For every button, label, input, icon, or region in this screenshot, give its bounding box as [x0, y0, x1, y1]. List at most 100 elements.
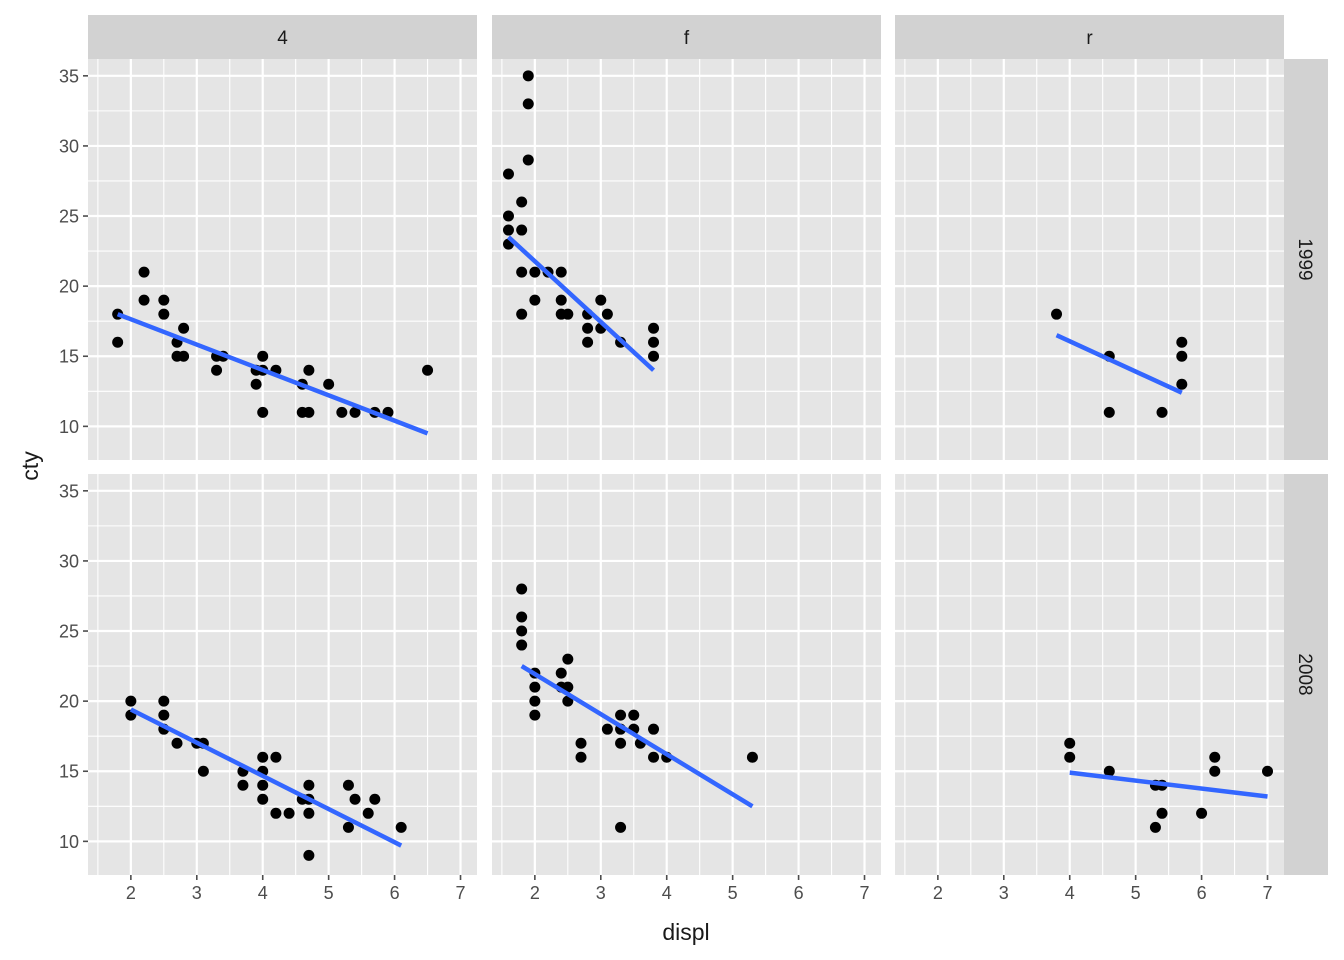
- x-tick-label: 7: [456, 883, 466, 903]
- data-point: [1051, 308, 1063, 320]
- data-point: [138, 266, 150, 278]
- data-point: [395, 821, 407, 833]
- strip-col-label: f: [684, 28, 690, 49]
- data-point: [529, 266, 541, 278]
- y-tick-label: 30: [59, 551, 79, 571]
- data-point: [422, 364, 434, 376]
- strip-col-label: r: [1086, 28, 1093, 49]
- strip-col-background: [88, 15, 477, 59]
- panel-background: [88, 474, 477, 875]
- y-tick-label: 10: [59, 832, 79, 852]
- data-point: [648, 723, 660, 735]
- data-point: [270, 751, 282, 763]
- data-point: [178, 350, 190, 362]
- y-axis-title: cty: [17, 451, 43, 481]
- y-tick-label: 25: [59, 207, 79, 227]
- panel-4-1999: [88, 59, 477, 462]
- x-tick-label: 2: [933, 883, 943, 903]
- data-point: [648, 751, 660, 763]
- data-point: [628, 709, 640, 721]
- data-point: [283, 807, 295, 819]
- y-tick-label: 25: [59, 622, 79, 642]
- x-tick-label: 2: [530, 883, 540, 903]
- data-point: [138, 294, 150, 306]
- panel-4-2008: [88, 474, 477, 877]
- y-tick-label: 20: [59, 692, 79, 712]
- data-point: [1176, 350, 1188, 362]
- data-point: [1176, 336, 1188, 348]
- data-point: [555, 667, 567, 679]
- panel-r-1999: [895, 59, 1284, 462]
- data-point: [582, 322, 594, 334]
- data-point: [615, 709, 627, 721]
- data-point: [257, 406, 269, 418]
- x-tick-label: 5: [728, 883, 738, 903]
- data-point: [1103, 406, 1115, 418]
- data-point: [1209, 751, 1221, 763]
- data-point: [522, 70, 534, 82]
- fit-line: [520, 664, 754, 809]
- data-point: [555, 266, 567, 278]
- data-point: [1176, 378, 1188, 390]
- data-point: [303, 364, 315, 376]
- data-point: [112, 336, 124, 348]
- data-point: [746, 751, 758, 763]
- data-point: [303, 406, 315, 418]
- data-point: [522, 154, 534, 166]
- data-point: [237, 779, 249, 791]
- data-point: [529, 681, 541, 693]
- strip-col-label: 4: [277, 28, 288, 49]
- y-tick-label: 35: [59, 481, 79, 501]
- data-point: [270, 807, 282, 819]
- fit-line: [506, 235, 656, 372]
- data-point: [502, 210, 514, 222]
- data-point: [171, 737, 183, 749]
- data-point: [575, 751, 587, 763]
- fit-line: [1069, 770, 1268, 799]
- data-point: [516, 224, 528, 236]
- panel-background: [88, 59, 477, 460]
- panel-background: [895, 474, 1284, 875]
- x-tick-label: 6: [1197, 883, 1207, 903]
- x-tick-label: 4: [258, 883, 268, 903]
- panel-f-2008: [492, 474, 881, 877]
- data-point: [1262, 765, 1274, 777]
- panel-background: [492, 59, 881, 460]
- y-tick-label: 35: [59, 66, 79, 86]
- data-point: [529, 294, 541, 306]
- data-point: [595, 294, 607, 306]
- data-point: [582, 336, 594, 348]
- x-tick-label: 6: [794, 883, 804, 903]
- data-point: [349, 793, 361, 805]
- data-point: [1149, 821, 1161, 833]
- data-point: [303, 779, 315, 791]
- data-point: [555, 294, 567, 306]
- data-point: [529, 709, 541, 721]
- data-point: [1103, 765, 1115, 777]
- data-point: [362, 807, 374, 819]
- fit-line: [116, 312, 429, 436]
- data-point: [516, 266, 528, 278]
- x-tick-label: 2: [126, 883, 136, 903]
- x-axis-title: displ: [662, 919, 709, 945]
- panel-background: [895, 59, 1284, 460]
- data-point: [502, 168, 514, 180]
- x-tick-label: 4: [1065, 883, 1075, 903]
- y-tick-label: 10: [59, 417, 79, 437]
- panel-f-1999: [492, 59, 881, 462]
- panel-background: [492, 474, 881, 875]
- data-point: [257, 793, 269, 805]
- data-point: [178, 322, 190, 334]
- x-tick-label: 7: [860, 883, 870, 903]
- data-point: [516, 308, 528, 320]
- data-point: [158, 294, 170, 306]
- data-point: [1064, 751, 1076, 763]
- data-point: [1156, 406, 1168, 418]
- data-point: [648, 322, 660, 334]
- data-point: [516, 196, 528, 208]
- data-point: [601, 308, 613, 320]
- data-point: [529, 695, 541, 707]
- fit-line: [1055, 333, 1183, 395]
- data-point: [257, 751, 269, 763]
- data-point: [648, 336, 660, 348]
